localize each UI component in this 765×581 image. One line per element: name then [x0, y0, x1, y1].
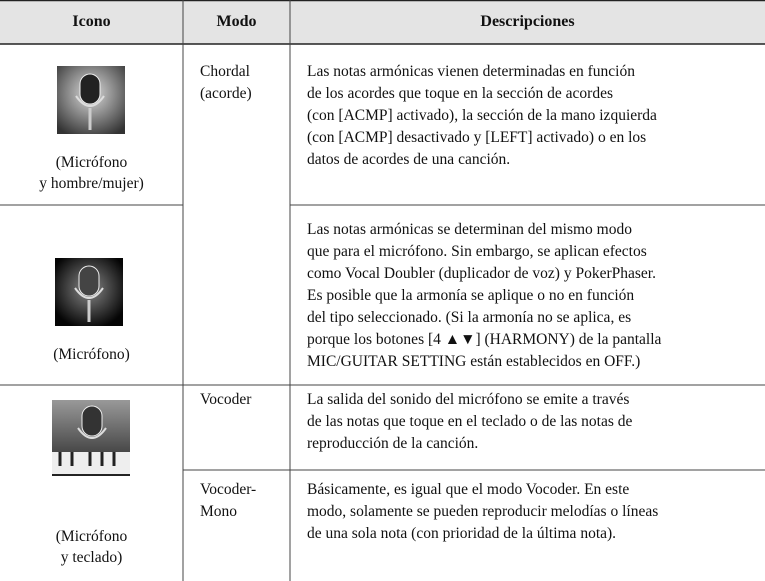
- description-line: Las notas armónicas vienen determinadas …: [307, 63, 635, 80]
- icon-mic-keyboard: [52, 400, 130, 476]
- description-line: de una sola nota (con prioridad de la úl…: [307, 525, 617, 542]
- header-cell: Descripciones: [480, 13, 575, 30]
- mode-line: Chordal: [200, 63, 250, 80]
- icon-label: y teclado): [60, 549, 123, 566]
- description-line: La salida del sonido del micrófono se em…: [307, 391, 630, 408]
- icon-label: (Micrófono: [55, 154, 128, 171]
- description-line: del tipo seleccionado. (Si la armonía no…: [307, 309, 632, 326]
- mode-line: Vocoder: [200, 391, 252, 408]
- description-line: porque los botones [4 ▲▼] (HARMONY) de l…: [307, 331, 662, 348]
- description-line: Básicamente, es igual que el modo Vocode…: [307, 481, 630, 498]
- description-line: que para el micrófono. Sin embargo, se a…: [307, 243, 647, 260]
- description-line: como Vocal Doubler (duplicador de voz) y…: [307, 265, 656, 282]
- icon-label: (Micrófono: [55, 528, 128, 545]
- description-line: (con [ACMP] activado), la sección de la …: [307, 107, 657, 124]
- description-line: (con [ACMP] desactivado y [LEFT] activad…: [307, 129, 647, 146]
- mode-line: (acorde): [200, 85, 252, 102]
- icon-label: (Micrófono): [53, 346, 130, 363]
- icon-mic-person: [57, 66, 125, 134]
- description-line: de los acordes que toque en la sección d…: [307, 85, 613, 102]
- description-line: Las notas armónicas se determinan del mi…: [307, 221, 632, 238]
- header-cell: Modo: [216, 13, 257, 30]
- mode-line: Mono: [200, 503, 238, 520]
- icon-mic: [55, 258, 123, 326]
- description-line: datos de acordes de una canción.: [307, 151, 511, 168]
- description-line: reproducción de la canción.: [307, 435, 479, 452]
- description-line: de las notas que toque en el teclado o d…: [307, 413, 633, 430]
- icon-label: y hombre/mujer): [39, 175, 144, 192]
- header-bg: [0, 0, 765, 44]
- description-line: Es posible que la armonía se aplique o n…: [307, 287, 635, 304]
- description-line: MIC/GUITAR SETTING están establecidos en…: [307, 353, 641, 370]
- description-line: modo, solamente se pueden reproducir mel…: [307, 503, 659, 520]
- header-cell: Icono: [72, 13, 111, 30]
- mode-line: Vocoder-: [200, 481, 257, 498]
